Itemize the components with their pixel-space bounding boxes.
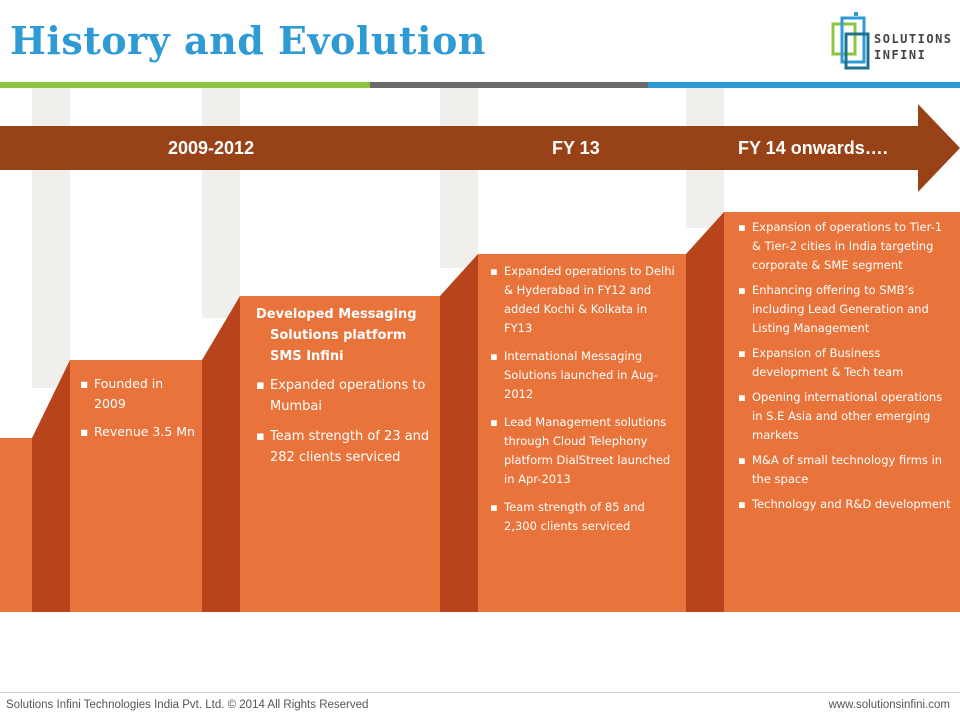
stage-4-bullet: Opening international operations in S.E …: [738, 388, 954, 445]
stage-4-bullet: M&A of small technology firms in the spa…: [738, 451, 954, 489]
logo-text-line1: SOLUTIONS: [874, 32, 953, 46]
stair-riser-1: [32, 360, 70, 612]
logo-text-line2: INFINI: [874, 48, 927, 62]
stage-4-bullet: Expansion of Business development & Tech…: [738, 344, 954, 382]
stair-riser-4: [686, 212, 724, 612]
stair-riser-3: [440, 254, 478, 612]
timeline-arrow: [0, 104, 960, 192]
stripe-green: [0, 82, 370, 88]
stage-3-content: Expanded operations to Delhi & Hyderabad…: [490, 262, 676, 545]
stage-3-bullet: Team strength of 85 and 2,300 clients se…: [490, 498, 676, 536]
stage-1-bullet: Revenue 3.5 Mn: [80, 422, 196, 442]
stripe-gray: [370, 82, 648, 88]
footer-website[interactable]: www.solutionsinfini.com: [828, 699, 950, 711]
timeline-label-fy13: FY 13: [552, 138, 600, 158]
stair-base: [0, 438, 32, 612]
timeline-label-fy14: FY 14 onwards….: [738, 138, 888, 158]
stage-2-heading: Developed Messaging Solutions platform S…: [256, 307, 417, 364]
stage-3-bullet: Expanded operations to Delhi & Hyderabad…: [490, 262, 676, 338]
stage-2-content: Developed Messaging Solutions platform S…: [256, 304, 432, 477]
stripe-blue: [648, 82, 960, 88]
stage-1-content: Founded in 2009 Revenue 3.5 Mn: [80, 374, 196, 450]
stage-2-bullet: Team strength of 23 and 282 clients serv…: [256, 426, 432, 468]
column-bg-3: [440, 88, 478, 268]
stage-2-bullet: Expanded operations to Mumbai: [256, 375, 432, 417]
stage-3-bullet: International Messaging Solutions launch…: [490, 347, 676, 404]
stage-4-bullet: Expansion of operations to Tier-1 & Tier…: [738, 218, 954, 275]
stage-1-bullet: Founded in 2009: [80, 374, 196, 414]
footer-divider: [0, 692, 960, 693]
company-logo: SOLUTIONS INFINI: [830, 12, 955, 74]
slide-title: History and Evolution: [10, 18, 486, 63]
footer-copyright: Solutions Infini Technologies India Pvt.…: [6, 699, 369, 711]
stage-4-bullet: Technology and R&D development: [738, 495, 954, 514]
stage-4-content: Expansion of operations to Tier-1 & Tier…: [738, 218, 954, 520]
solutions-infini-logo-icon: [831, 12, 870, 70]
timeline-label-2009-2012: 2009-2012: [168, 138, 255, 158]
stage-3-bullet: Lead Management solutions through Cloud …: [490, 413, 676, 489]
stage-4-bullet: Enhancing offering to SMB’s including Le…: [738, 281, 954, 338]
stair-riser-2: [202, 296, 240, 612]
